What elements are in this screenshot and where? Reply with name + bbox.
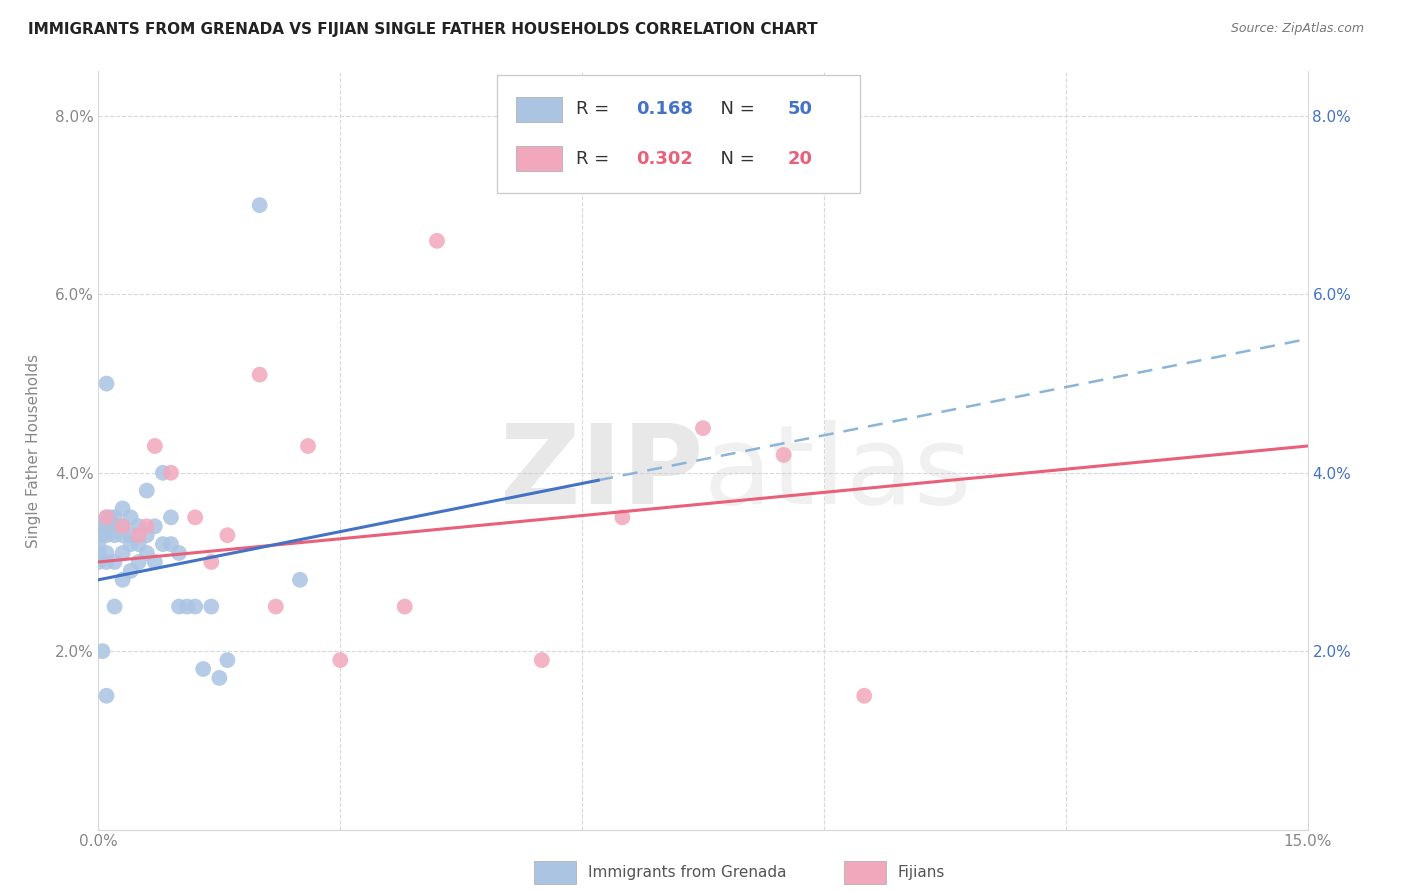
Y-axis label: Single Father Households: Single Father Households [25, 353, 41, 548]
Point [120, 510, 142, 524]
Point [176, 599, 198, 614]
Text: R =: R = [576, 100, 614, 119]
Point [184, 599, 207, 614]
Point [111, 528, 134, 542]
Point [128, 537, 150, 551]
Point [120, 528, 142, 542]
Point [96, 376, 118, 391]
Point [135, 483, 157, 498]
Point [530, 653, 553, 667]
Point [612, 510, 634, 524]
Point [143, 519, 166, 533]
Point [217, 653, 239, 667]
Point [120, 564, 142, 578]
Text: 0.302: 0.302 [637, 150, 693, 168]
Point [111, 519, 134, 533]
Point [87, 537, 110, 551]
Point [264, 599, 287, 614]
Point [297, 439, 319, 453]
Point [135, 528, 157, 542]
Point [208, 671, 231, 685]
Text: atlas: atlas [703, 420, 972, 526]
Point [111, 501, 134, 516]
Point [103, 519, 125, 533]
Point [152, 537, 174, 551]
Point [96, 528, 118, 542]
Point [329, 653, 352, 667]
Point [772, 448, 794, 462]
Text: 50: 50 [787, 100, 813, 119]
Point [152, 466, 174, 480]
Point [200, 555, 222, 569]
Point [143, 555, 166, 569]
Point [193, 662, 215, 676]
Point [143, 439, 166, 453]
Point [135, 546, 157, 560]
Point [167, 546, 190, 560]
Point [96, 510, 118, 524]
Text: N =: N = [709, 100, 761, 119]
Point [103, 528, 125, 542]
Point [249, 198, 271, 212]
Text: Source: ZipAtlas.com: Source: ZipAtlas.com [1230, 22, 1364, 36]
Point [103, 599, 125, 614]
Point [100, 510, 122, 524]
Point [167, 599, 190, 614]
Text: IMMIGRANTS FROM GRENADA VS FIJIAN SINGLE FATHER HOUSEHOLDS CORRELATION CHART: IMMIGRANTS FROM GRENADA VS FIJIAN SINGLE… [28, 22, 818, 37]
Point [160, 510, 183, 524]
Point [96, 519, 118, 533]
Point [853, 689, 876, 703]
Text: N =: N = [709, 150, 761, 168]
Text: ZIP: ZIP [499, 420, 703, 526]
Point [128, 519, 150, 533]
Point [111, 546, 134, 560]
Point [249, 368, 271, 382]
Text: Immigrants from Grenada: Immigrants from Grenada [588, 865, 786, 880]
Point [96, 510, 118, 524]
Point [91, 644, 114, 658]
Text: 0.168: 0.168 [637, 100, 693, 119]
Point [217, 528, 239, 542]
Point [135, 519, 157, 533]
Point [111, 573, 134, 587]
Point [394, 599, 416, 614]
Point [96, 689, 118, 703]
Point [87, 555, 110, 569]
Text: Fijians: Fijians [897, 865, 945, 880]
Point [184, 510, 207, 524]
Point [692, 421, 714, 435]
Point [160, 466, 183, 480]
Text: 20: 20 [787, 150, 813, 168]
Point [128, 555, 150, 569]
Point [160, 537, 183, 551]
Point [103, 510, 125, 524]
Text: R =: R = [576, 150, 614, 168]
Point [103, 555, 125, 569]
Point [200, 599, 222, 614]
Point [288, 573, 311, 587]
Bar [516, 146, 561, 171]
Bar [516, 96, 561, 122]
Point [87, 546, 110, 560]
Point [91, 528, 114, 542]
Point [426, 234, 449, 248]
Point [96, 546, 118, 560]
Point [120, 537, 142, 551]
Point [91, 519, 114, 533]
Point [96, 555, 118, 569]
Point [128, 528, 150, 542]
Point [111, 519, 134, 533]
